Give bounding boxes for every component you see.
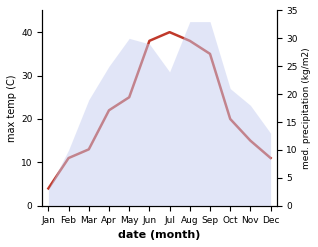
- Y-axis label: med. precipitation (kg/m2): med. precipitation (kg/m2): [302, 47, 311, 169]
- X-axis label: date (month): date (month): [118, 230, 201, 240]
- Y-axis label: max temp (C): max temp (C): [7, 74, 17, 142]
